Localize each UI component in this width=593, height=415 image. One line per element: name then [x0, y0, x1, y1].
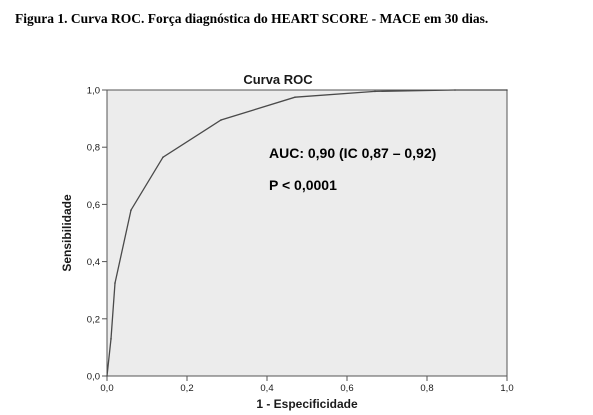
x-axis-ticks: 0,0 0,2 0,4 0,6 0,8 1,0: [100, 376, 514, 394]
roc-curve-points: [106, 89, 508, 377]
p-value-annotation: P < 0,0001: [269, 177, 337, 193]
x-tick-label: 0,4: [260, 383, 273, 394]
y-axis-ticks: 0,0 0,2 0,4 0,6 0,8 1,0: [87, 86, 107, 383]
roc-point: [506, 89, 508, 91]
y-tick-label: 0,2: [87, 314, 100, 325]
y-axis-label: Sensibilidade: [60, 194, 74, 272]
plot-area: [106, 89, 508, 377]
x-tick-label: 0,0: [100, 383, 113, 394]
y-tick-label: 0,6: [87, 200, 100, 211]
x-axis-label: 1 - Especificidade: [256, 397, 358, 411]
chart-title: Curva ROC: [243, 72, 313, 87]
roc-point: [454, 89, 456, 91]
roc-point: [114, 282, 116, 284]
x-tick-label: 0,6: [340, 383, 353, 394]
roc-point: [220, 119, 222, 121]
roc-curve-line: [106, 89, 507, 377]
y-tick-label: 1,0: [87, 86, 100, 97]
y-tick-label: 0,8: [87, 143, 100, 154]
auc-annotation: AUC: 0,90 (IC 0,87 – 0,92): [269, 145, 436, 161]
roc-point: [374, 90, 376, 93]
x-tick-label: 0,2: [180, 383, 193, 394]
roc-point: [130, 209, 132, 211]
roc-point: [294, 96, 296, 98]
roc-point: [162, 156, 164, 159]
y-tick-label: 0,0: [87, 372, 100, 383]
x-tick-label: 1,0: [500, 383, 513, 394]
roc-point: [110, 338, 112, 340]
x-tick-label: 0,8: [420, 383, 433, 394]
y-tick-label: 0,4: [87, 257, 100, 268]
figure-caption: Figura 1. Curva ROC. Força diagnóstica d…: [15, 11, 489, 26]
roc-point: [106, 375, 108, 377]
